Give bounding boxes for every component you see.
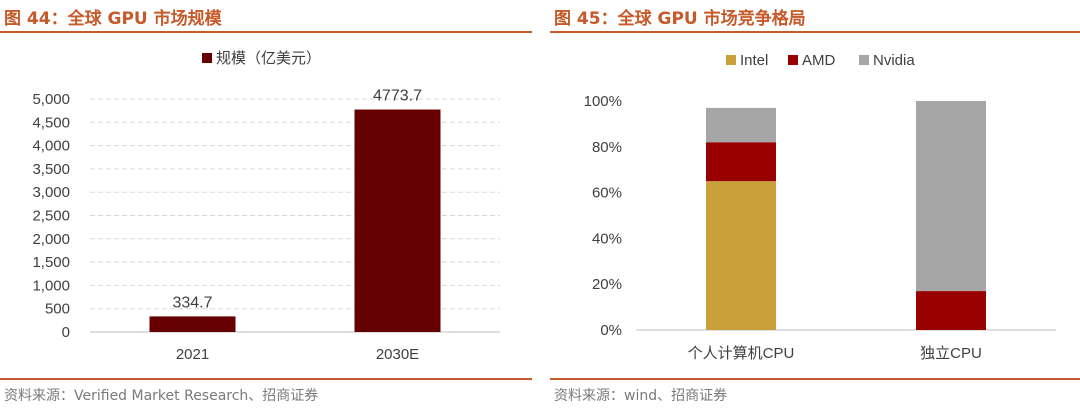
y-tick-label: 4,500: [32, 114, 70, 131]
bar-segment-nvidia: [706, 107, 776, 143]
figure-44-source: 资料来源：Verified Market Research、招商证券: [4, 388, 319, 404]
legend-label: AMD: [802, 52, 836, 69]
y-tick-label: 2,500: [32, 208, 70, 225]
title-rule: [0, 31, 532, 33]
legend-label: 规模（亿美元）: [216, 50, 321, 67]
figure-44-title: 图 44：全球 GPU 市场规模: [4, 9, 222, 29]
y-tick-label: 0: [62, 324, 70, 341]
figure-44-panel: 图 44：全球 GPU 市场规模 0 500 1,000 1,500 2,000 2,50…: [0, 0, 532, 412]
y-tick-label: 500: [45, 301, 70, 318]
y-tick-label: 60%: [592, 185, 622, 202]
title-rule: [550, 31, 1080, 33]
x-tick-label: 2021: [176, 346, 209, 363]
legend-swatch: [202, 53, 212, 63]
x-tick-label: 个人计算机CPU: [688, 344, 795, 362]
figure-45-panel: 图 45：全球 GPU 市场竞争格局 0% 20% 40% 60% 80% 100% 个人计…: [550, 0, 1080, 412]
bar-segment-intel: [706, 181, 776, 330]
bar-2030E: [354, 109, 441, 332]
competition-chart: 0% 20% 40% 60% 80% 100% 个人计算机CPU 独立CPU Intel AMD N…: [584, 52, 1056, 362]
y-tick-label: 1,500: [32, 254, 70, 271]
figure-45-source: 资料来源：wind、招商证券: [554, 388, 728, 404]
legend-swatch-intel: [726, 55, 736, 65]
y-tick-label: 3,000: [32, 184, 70, 201]
y-tick-label: 20%: [592, 276, 622, 293]
y-tick-label: 0%: [600, 322, 622, 339]
bar-segment-nvidia: [916, 101, 986, 292]
y-tick-label: 100%: [584, 93, 622, 110]
bar-segment-amd: [916, 291, 986, 330]
source-rule: [550, 378, 1080, 380]
x-tick-label: 独立CPU: [920, 345, 982, 362]
legend-label: Nvidia: [873, 52, 915, 69]
bar-2021: [149, 316, 236, 332]
data-label: 334.7: [172, 294, 212, 311]
y-tick-label: 5,000: [32, 91, 70, 108]
legend-swatch-nvidia: [859, 55, 869, 65]
y-tick-label: 1,000: [32, 277, 70, 294]
source-rule: [0, 378, 532, 380]
y-tick-label: 3,500: [32, 161, 70, 178]
x-tick-label: 2030E: [376, 346, 419, 363]
figure-45-title: 图 45：全球 GPU 市场竞争格局: [554, 9, 806, 29]
bar-segment-amd: [706, 142, 776, 182]
y-tick-label: 40%: [592, 230, 622, 247]
y-tick-label: 4,000: [32, 138, 70, 155]
market-size-chart: 0 500 1,000 1,500 2,000 2,500 3,000 3,500 4,000 4…: [32, 50, 500, 363]
data-label: 4773.7: [373, 88, 422, 105]
y-tick-label: 2,000: [32, 231, 70, 248]
legend-label: Intel: [740, 52, 768, 69]
y-tick-label: 80%: [592, 139, 622, 156]
legend-swatch-amd: [788, 55, 798, 65]
